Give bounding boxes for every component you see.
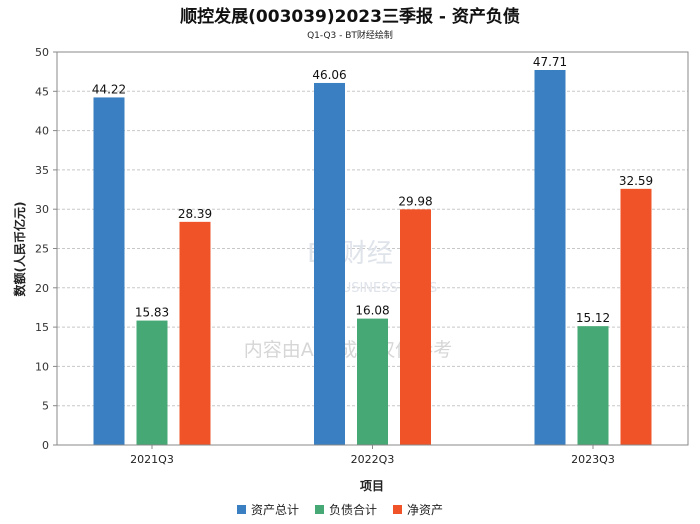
- legend-swatch: [393, 505, 402, 514]
- x-axis-label: 项目: [360, 479, 384, 493]
- bar: [314, 82, 345, 446]
- y-tick-label: 5: [42, 400, 49, 413]
- data-label: 15.12: [576, 311, 610, 325]
- y-tick-label: 45: [35, 85, 49, 98]
- chart-title: 顺控发展(003039)2023三季报 - 资产负债: [180, 6, 520, 27]
- data-label: 29.98: [398, 194, 432, 208]
- legend-label: 负债合计: [329, 502, 377, 517]
- data-label: 28.39: [178, 207, 212, 221]
- legend-swatch: [237, 505, 246, 514]
- data-label: 32.59: [619, 174, 653, 188]
- bar: [534, 69, 566, 446]
- legend-swatch: [315, 505, 324, 514]
- y-tick-label: 15: [35, 321, 49, 334]
- legend-label: 净资产: [407, 503, 443, 517]
- y-tick-label: 30: [35, 203, 49, 216]
- plot-border: [56, 51, 689, 446]
- bar: [179, 221, 211, 445]
- bar: [577, 326, 609, 445]
- bar: [357, 318, 388, 445]
- chart-subtitle: Q1-Q3 - BT财经绘制: [307, 29, 393, 41]
- y-axis-label: 数额(人民币亿元): [12, 202, 27, 297]
- y-tick-label: 40: [35, 125, 49, 138]
- bar: [136, 320, 168, 445]
- y-tick-label: 10: [35, 360, 49, 373]
- bar: [620, 188, 652, 446]
- bar: [400, 209, 431, 445]
- data-label: 15.83: [135, 306, 169, 320]
- data-label: 44.22: [92, 82, 126, 96]
- y-tick-label: 50: [35, 46, 49, 59]
- legend-label: 资产总计: [251, 503, 299, 517]
- x-tick-label: 2021Q3: [130, 453, 174, 466]
- bar: [93, 97, 125, 446]
- x-tick-label: 2023Q3: [571, 453, 615, 466]
- data-label: 47.71: [533, 55, 567, 69]
- data-label: 16.08: [355, 304, 389, 318]
- x-tick-label: 2022Q3: [351, 453, 395, 466]
- y-tick-label: 25: [35, 243, 49, 256]
- y-tick-label: 20: [35, 282, 49, 295]
- data-label: 46.06: [312, 68, 346, 82]
- y-tick-label: 35: [35, 164, 49, 177]
- y-tick-label: 0: [42, 439, 49, 452]
